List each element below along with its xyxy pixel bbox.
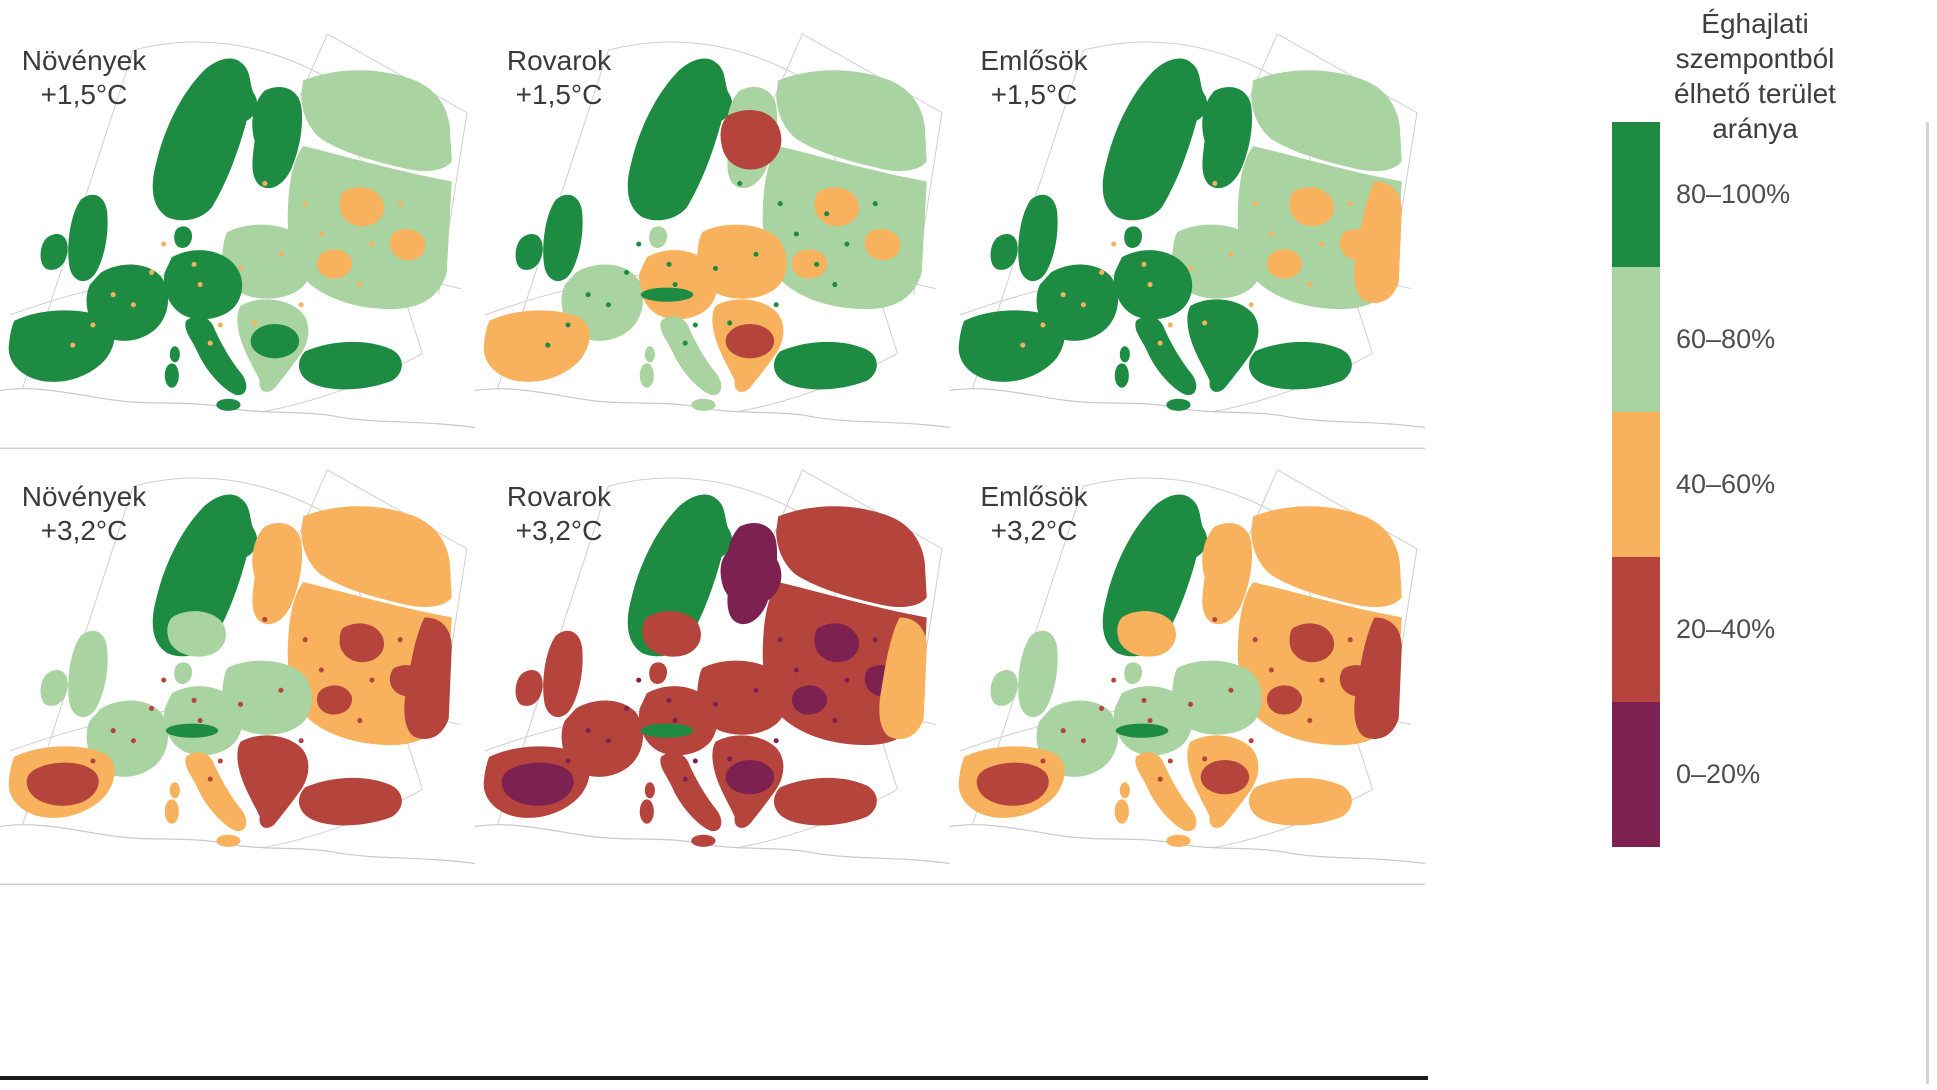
map-panel-insects-3-2c: Rovarok +3,2°C [475,450,950,886]
panel-species-label: Emlősök [980,45,1088,76]
legend-item-40-60: 40–60% [1612,412,1790,557]
panel-temperature-label: +3,2°C [515,515,603,547]
map-panel-plants-1-5c: Növények +1,5°C [0,14,475,450]
maps-grid: Növények +1,5°C Rovarok +1,5°C Emlősök +… [0,14,1425,886]
legend-item-0-20: 0–20% [1612,702,1790,847]
panel-temperature-label: +1,5°C [515,79,603,111]
panel-label: Növények +3,2°C [6,480,162,548]
panel-species-label: Emlősök [980,481,1088,512]
panel-species-label: Rovarok [506,45,612,76]
figure-bottom-border [0,1076,1428,1080]
legend-item-80-100: 80–100% [1612,122,1790,267]
legend-label-80-100: 80–100% [1676,179,1791,209]
legend-swatch-20-40 [1612,557,1660,702]
panel-label: Rovarok +3,2°C [481,480,637,548]
legend-swatch-80-100 [1612,122,1660,267]
legend-item-60-80: 60–80% [1612,267,1790,412]
legend-title: Éghajlati szempontból élhető terület ará… [1674,8,1836,144]
legend-swatch-60-80 [1612,267,1660,412]
map-panel-insects-1-5c: Rovarok +1,5°C [475,14,950,450]
panel-label: Rovarok +1,5°C [481,44,637,112]
legend-label-0-20: 0–20% [1676,759,1761,789]
map-panel-plants-3-2c: Növények +3,2°C [0,450,475,886]
panel-label: Növények +1,5°C [6,44,162,112]
panel-temperature-label: +3,2°C [40,515,128,547]
map-panel-mammals-3-2c: Emlősök +3,2°C [950,450,1425,886]
panel-temperature-label: +3,2°C [990,515,1078,547]
panel-temperature-label: +1,5°C [990,79,1078,111]
panel-label: Emlősök +1,5°C [956,44,1112,112]
legend-item-20-40: 20–40% [1612,557,1790,702]
legend-swatch-0-20 [1612,702,1660,847]
panel-species-label: Növények [21,45,147,76]
legend-swatch-40-60 [1612,412,1660,557]
legend-label-60-80: 60–80% [1676,324,1776,354]
legend-color-bar: 80–100% 60–80% 40–60% 20–40% 0–20% [1612,122,1790,847]
panel-label: Emlősök +3,2°C [956,480,1112,548]
panel-temperature-label: +1,5°C [40,79,128,111]
panel-species-label: Növények [21,481,147,512]
legend-label-40-60: 40–60% [1676,469,1776,499]
legend-label-20-40: 20–40% [1676,614,1776,644]
figure-right-border [1926,122,1929,1084]
map-panel-mammals-1-5c: Emlősök +1,5°C [950,14,1425,450]
panel-species-label: Rovarok [506,481,612,512]
